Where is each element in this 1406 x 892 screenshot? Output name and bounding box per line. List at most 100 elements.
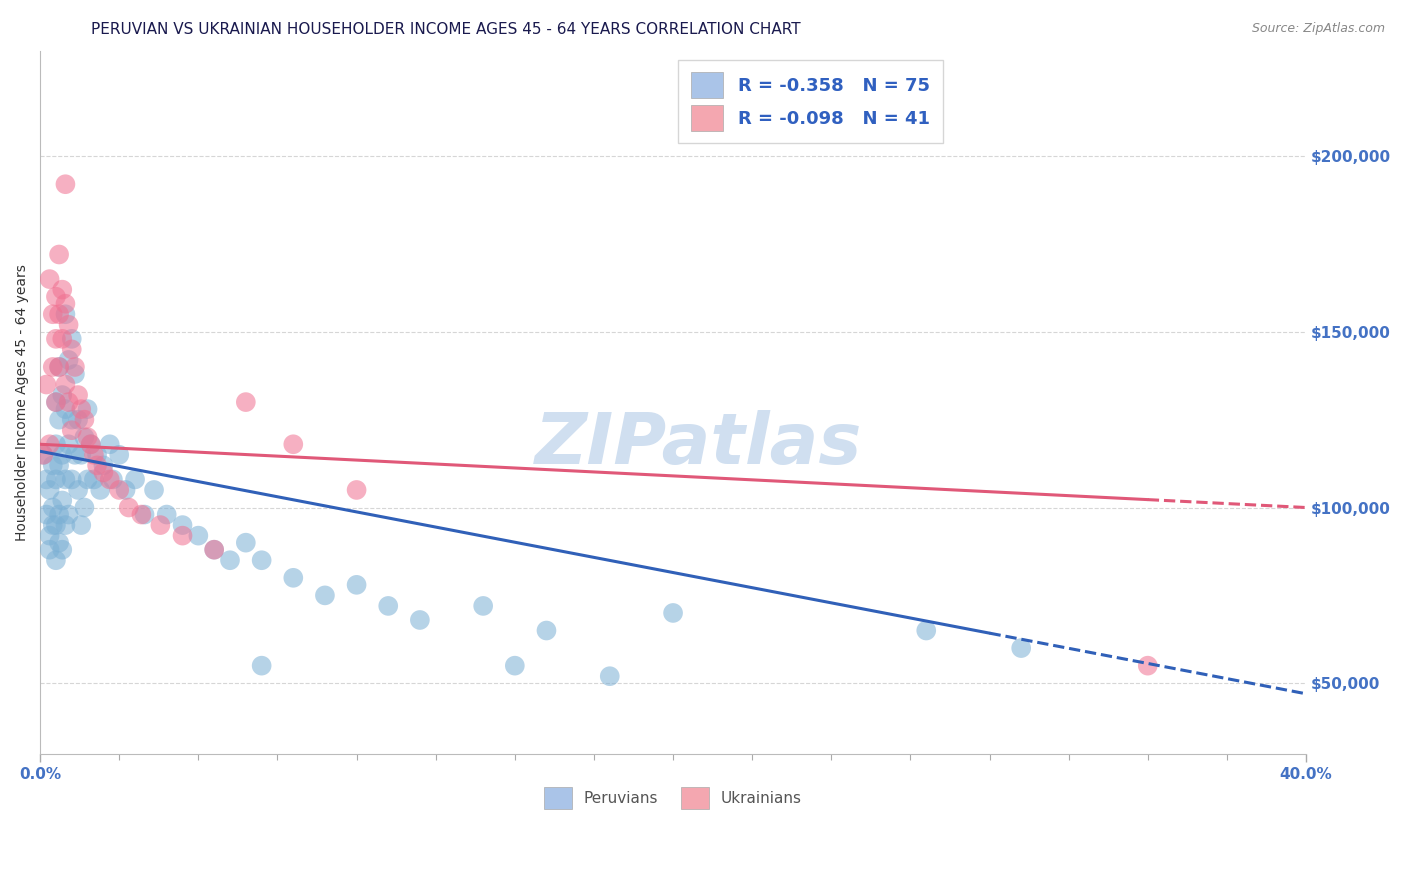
Point <box>346 578 368 592</box>
Point <box>51 388 73 402</box>
Point <box>108 483 131 497</box>
Point <box>55 518 77 533</box>
Point <box>63 448 86 462</box>
Point <box>172 528 194 542</box>
Point <box>187 528 209 542</box>
Point <box>70 448 93 462</box>
Point <box>80 437 103 451</box>
Point <box>662 606 685 620</box>
Point <box>101 472 124 486</box>
Point <box>98 472 121 486</box>
Point <box>45 472 67 486</box>
Point <box>1010 641 1032 656</box>
Point <box>83 448 105 462</box>
Point <box>48 307 70 321</box>
Point <box>45 553 67 567</box>
Point <box>86 458 108 473</box>
Point <box>409 613 432 627</box>
Point <box>51 283 73 297</box>
Point <box>131 508 153 522</box>
Point <box>172 518 194 533</box>
Point <box>156 508 179 522</box>
Point <box>42 307 65 321</box>
Point <box>51 493 73 508</box>
Point <box>38 528 60 542</box>
Point <box>250 553 273 567</box>
Point <box>45 437 67 451</box>
Point <box>42 518 65 533</box>
Point <box>472 599 495 613</box>
Point <box>55 307 77 321</box>
Point <box>73 430 96 444</box>
Point <box>219 553 242 567</box>
Point <box>1136 658 1159 673</box>
Point <box>143 483 166 497</box>
Point <box>58 437 80 451</box>
Point <box>58 318 80 332</box>
Point <box>118 500 141 515</box>
Point <box>55 377 77 392</box>
Point <box>915 624 938 638</box>
Legend: Peruvians, Ukrainians: Peruvians, Ukrainians <box>537 780 810 816</box>
Point <box>89 483 111 497</box>
Text: ZIPatlas: ZIPatlas <box>534 409 862 479</box>
Point <box>58 353 80 368</box>
Point <box>98 437 121 451</box>
Point <box>42 359 65 374</box>
Point <box>38 272 60 286</box>
Point <box>149 518 172 533</box>
Point <box>536 624 558 638</box>
Point <box>250 658 273 673</box>
Point <box>45 395 67 409</box>
Point <box>58 508 80 522</box>
Y-axis label: Householder Income Ages 45 - 64 years: Householder Income Ages 45 - 64 years <box>15 264 30 541</box>
Point <box>235 535 257 549</box>
Point <box>45 518 67 533</box>
Point <box>80 437 103 451</box>
Point <box>108 448 131 462</box>
Point <box>314 588 336 602</box>
Point <box>60 332 83 346</box>
Point <box>346 483 368 497</box>
Point <box>51 542 73 557</box>
Point <box>60 423 83 437</box>
Point <box>51 448 73 462</box>
Point <box>73 412 96 426</box>
Point <box>48 359 70 374</box>
Point <box>503 658 526 673</box>
Point <box>70 518 93 533</box>
Point <box>283 437 305 451</box>
Point <box>67 483 90 497</box>
Point <box>55 296 77 310</box>
Point <box>63 367 86 381</box>
Point <box>67 388 90 402</box>
Point <box>70 402 93 417</box>
Point <box>83 472 105 486</box>
Point <box>73 500 96 515</box>
Point <box>60 412 83 426</box>
Point <box>48 535 70 549</box>
Point <box>45 332 67 346</box>
Point <box>124 472 146 486</box>
Text: Source: ZipAtlas.com: Source: ZipAtlas.com <box>1251 22 1385 36</box>
Point <box>63 359 86 374</box>
Point <box>38 437 60 451</box>
Point <box>35 472 58 486</box>
Point <box>55 402 77 417</box>
Point <box>55 472 77 486</box>
Point <box>48 412 70 426</box>
Point <box>60 343 83 357</box>
Point <box>283 571 305 585</box>
Point <box>93 458 115 473</box>
Point <box>32 448 55 462</box>
Point <box>599 669 621 683</box>
Point <box>93 466 115 480</box>
Point <box>42 500 65 515</box>
Point <box>32 448 55 462</box>
Point <box>48 458 70 473</box>
Point <box>48 508 70 522</box>
Point <box>202 542 225 557</box>
Text: PERUVIAN VS UKRAINIAN HOUSEHOLDER INCOME AGES 45 - 64 YEARS CORRELATION CHART: PERUVIAN VS UKRAINIAN HOUSEHOLDER INCOME… <box>91 22 801 37</box>
Point <box>76 402 98 417</box>
Point <box>35 508 58 522</box>
